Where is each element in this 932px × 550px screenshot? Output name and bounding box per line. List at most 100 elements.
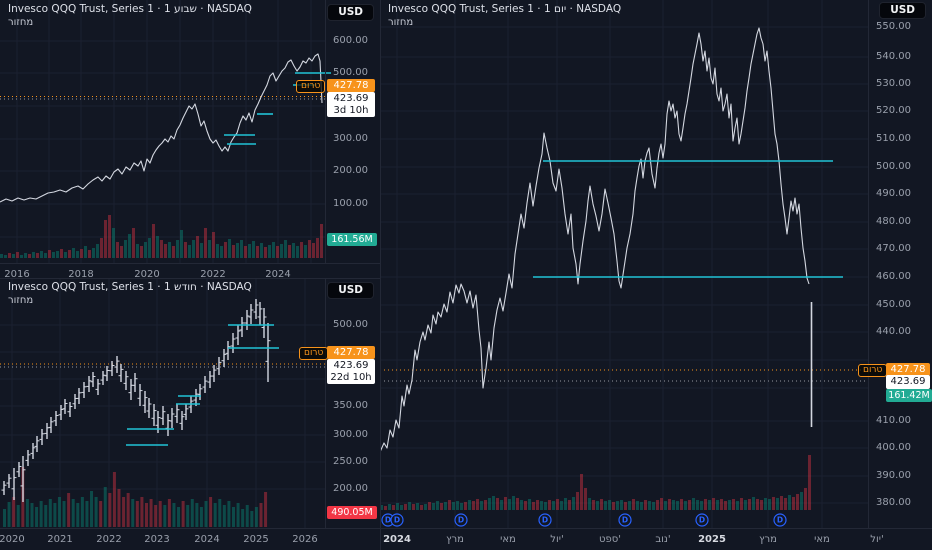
volume-value-label: 161.42M (886, 389, 932, 402)
price-tick-label: 380.00 (876, 497, 911, 508)
price-tick-label: 400.00 (876, 442, 911, 453)
time-tick-label: 2018 (68, 269, 94, 278)
time-tick-label: 2024 (194, 534, 220, 545)
time-tick-label: יול' (870, 534, 884, 545)
price-tick-label: 300.00 (333, 429, 368, 440)
svg-text:D: D (542, 516, 548, 525)
svg-text:D: D (458, 516, 464, 525)
grid (0, 0, 325, 263)
volume-value-label: 490.05M (327, 506, 377, 519)
last-price-label: 423.69 3d 10h (327, 92, 375, 117)
price-tick-label: 410.00 (876, 415, 911, 426)
time-tick-label: מרץ (446, 534, 464, 545)
premarket-price-label: 427.78 (886, 363, 930, 376)
dividend-icon (773, 513, 787, 527)
price-series[interactable] (0, 53, 323, 203)
time-tick-label: 2024 (383, 534, 411, 545)
last-price-label: 423.69 (886, 375, 930, 389)
premarket-price-label: 427.78 (327, 79, 375, 92)
price-axis[interactable]: 600.00 500.00 300.00 200.00 100.00 (325, 0, 380, 263)
last-price-label: 423.69 22d 10h (327, 359, 375, 384)
time-tick-label: 2020 (0, 534, 25, 545)
time-tick-label: 2022 (96, 534, 122, 545)
currency-toggle-button[interactable]: USD (879, 2, 926, 19)
price-axis[interactable]: 550.00 540.00 530.00 520.00 510.00 500.00 490.… (868, 0, 932, 528)
price-tick-label: 250.00 (333, 456, 368, 467)
chart-pane-monthly: Invesco QQQ Trust, Series 1 · חודש 1 · N… (0, 278, 380, 550)
price-tick-label: 450.00 (876, 299, 911, 310)
svg-text:D: D (385, 516, 391, 525)
price-tick-label: 100.00 (333, 198, 368, 209)
svg-text:D: D (622, 516, 628, 525)
currency-toggle-button[interactable]: USD (327, 4, 374, 21)
bar-countdown: 22d 10h (330, 371, 372, 383)
time-tick-label: יול' (550, 534, 564, 545)
time-tick-label: 2026 (292, 534, 318, 545)
price-tick-label: 490.00 (876, 188, 911, 199)
time-tick-label: מאי (814, 534, 830, 545)
pane-divider-horizontal[interactable] (0, 278, 380, 279)
svg-text:D: D (699, 516, 705, 525)
price-tick-label: 500.00 (333, 319, 368, 330)
time-tick-label: 2024 (265, 269, 291, 278)
price-axis[interactable]: 500.00 350.00 300.00 250.00 200.00 (325, 278, 380, 528)
currency-toggle-button[interactable]: USD (327, 282, 374, 299)
price-series[interactable] (380, 27, 810, 453)
grid (380, 0, 868, 528)
price-tick-label: 200.00 (333, 483, 368, 494)
price-tick-label: 470.00 (876, 243, 911, 254)
last-price-value: 423.69 (890, 376, 926, 387)
price-tick-label: 540.00 (876, 51, 911, 62)
last-price-value: 423.69 (333, 93, 369, 104)
time-tick-label: 2023 (144, 534, 170, 545)
price-tick-label: 500.00 (876, 161, 911, 172)
monthly-chart-canvas[interactable] (0, 278, 380, 550)
time-tick-label: 2025 (243, 534, 269, 545)
time-tick-label: 2020 (134, 269, 160, 278)
weekly-chart-canvas[interactable] (0, 0, 380, 278)
last-price-value: 423.69 (333, 360, 369, 371)
price-tick-label: 390.00 (876, 470, 911, 481)
price-tick-label: 300.00 (333, 133, 368, 144)
price-tick-label: 520.00 (876, 105, 911, 116)
dividend-icon (454, 513, 468, 527)
dividend-icon (618, 513, 632, 527)
time-axis[interactable]: 2016 2018 2020 2022 2024 (0, 263, 380, 278)
premarket-badge: טרום (299, 347, 329, 360)
volume-bars (0, 215, 323, 258)
chart-pane-weekly: Invesco QQQ Trust, Series 1 · שבוע 1 · N… (0, 0, 380, 278)
svg-text:D: D (777, 516, 783, 525)
price-tick-label: 600.00 (333, 35, 368, 46)
time-tick-label: 2022 (200, 269, 226, 278)
time-tick-label: מרץ (759, 534, 777, 545)
dividend-icon (538, 513, 552, 527)
price-tick-label: 500.00 (333, 67, 368, 78)
volume-bars (380, 455, 811, 510)
pane-divider-vertical[interactable] (380, 0, 381, 550)
price-tick-label: 200.00 (333, 165, 368, 176)
time-tick-label: מאי (500, 534, 516, 545)
premarket-badge: טרום (296, 80, 326, 93)
bar-countdown: 3d 10h (333, 104, 369, 116)
time-tick-label: 2025 (698, 534, 726, 545)
price-tick-label: 550.00 (876, 21, 911, 32)
volume-value-label: 161.56M (327, 233, 377, 246)
dividend-icon (390, 513, 404, 527)
svg-text:D: D (394, 516, 400, 525)
time-axis[interactable]: 2024 מרץ מאי יול' ספט' נוב' 2025 מרץ מאי יול' (380, 528, 932, 550)
premarket-badge: טרום (858, 364, 888, 377)
time-axis[interactable]: 2020 2021 2022 2023 2024 2025 2026 (0, 528, 380, 550)
price-tick-label: 530.00 (876, 78, 911, 89)
time-tick-label: 2021 (47, 534, 73, 545)
price-tick-label: 440.00 (876, 326, 911, 337)
time-tick-label: 2016 (4, 269, 30, 278)
price-tick-label: 350.00 (333, 400, 368, 411)
grid (0, 278, 325, 528)
price-series[interactable] (1, 299, 271, 502)
premarket-price-label: 427.78 (327, 346, 375, 359)
dividend-icon (695, 513, 709, 527)
